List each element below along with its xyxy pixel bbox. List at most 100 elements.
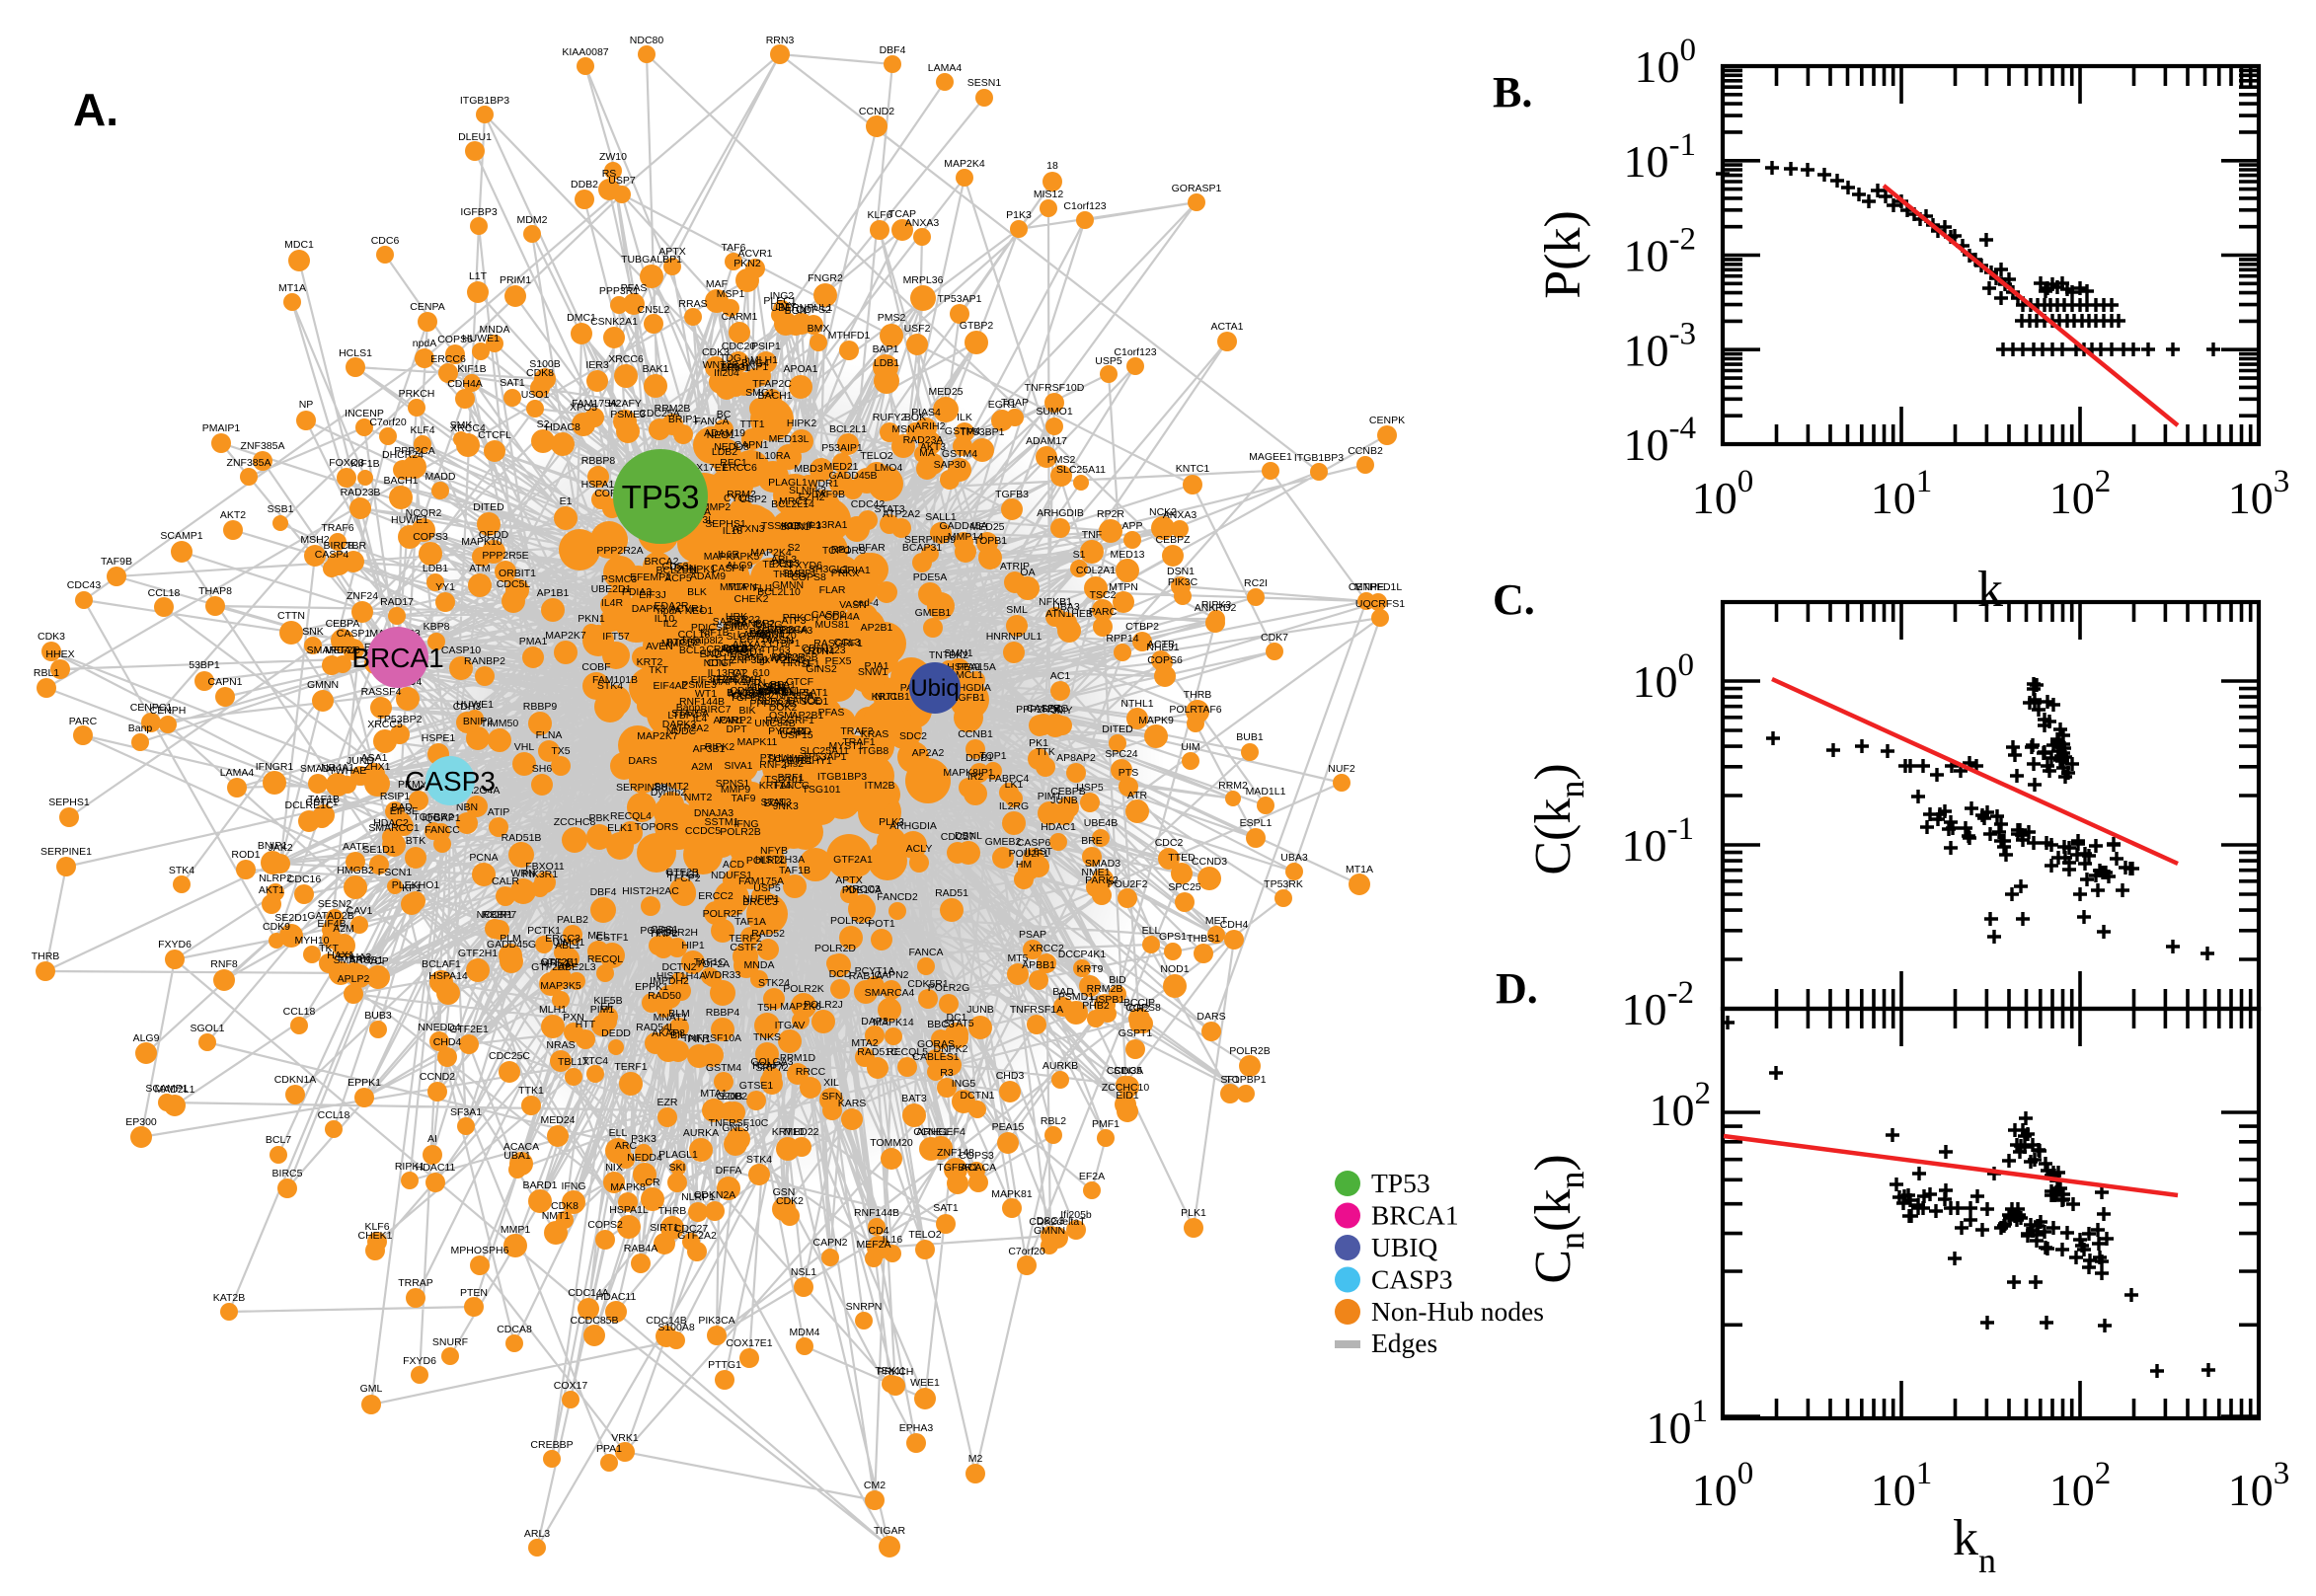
svg-text:TRIAP1: TRIAP1 bbox=[756, 625, 793, 637]
svg-text:ERCC3: ERCC3 bbox=[545, 933, 580, 945]
svg-text:KNTC1: KNTC1 bbox=[1176, 463, 1210, 475]
svg-text:PTEN: PTEN bbox=[460, 1287, 488, 1299]
svg-text:C7orf20: C7orf20 bbox=[759, 630, 797, 642]
svg-text:CRADD: CRADD bbox=[706, 644, 743, 655]
svg-text:ASA1: ASA1 bbox=[361, 752, 388, 764]
svg-text:ILK: ILK bbox=[957, 412, 972, 423]
svg-text:FANCA: FANCA bbox=[908, 947, 943, 958]
svg-text:ITGB1BP3: ITGB1BP3 bbox=[817, 771, 867, 783]
svg-text:CHD4: CHD4 bbox=[433, 1036, 462, 1048]
svg-text:IL4: IL4 bbox=[693, 713, 708, 724]
svg-text:CDK3: CDK3 bbox=[38, 631, 65, 643]
svg-text:HSPA1A: HSPA1A bbox=[581, 479, 622, 491]
svg-text:AC1: AC1 bbox=[1050, 670, 1071, 682]
svg-text:PSMC3: PSMC3 bbox=[601, 573, 637, 585]
svg-text:AP2B1: AP2B1 bbox=[792, 710, 824, 722]
svg-text:BRCC3: BRCC3 bbox=[742, 896, 778, 908]
svg-text:CCNE1: CCNE1 bbox=[913, 1126, 949, 1138]
svg-text:SEPHS1: SEPHS1 bbox=[48, 797, 90, 808]
svg-text:C1orf123: C1orf123 bbox=[1114, 346, 1156, 358]
svg-text:TAF1B: TAF1B bbox=[779, 865, 811, 876]
svg-text:CCL18: CCL18 bbox=[283, 1006, 316, 1018]
svg-text:HIPK1: HIPK1 bbox=[686, 564, 717, 575]
svg-text:PIK3CA: PIK3CA bbox=[698, 1315, 734, 1327]
svg-text:TP63: TP63 bbox=[765, 645, 790, 656]
svg-text:PARK2: PARK2 bbox=[1085, 874, 1119, 886]
svg-text:BARD1: BARD1 bbox=[522, 1179, 557, 1191]
svg-text:SHMT2: SHMT2 bbox=[654, 781, 689, 793]
svg-text:TERF1: TERF1 bbox=[614, 1061, 647, 1073]
svg-text:HIST2H2AC: HIST2H2AC bbox=[622, 885, 679, 897]
svg-text:BRCA1: BRCA1 bbox=[351, 643, 443, 673]
svg-text:UIMC1: UIMC1 bbox=[553, 937, 585, 949]
svg-text:ANXA3: ANXA3 bbox=[733, 639, 767, 650]
svg-text:BCL2L10: BCL2L10 bbox=[757, 586, 801, 598]
svg-text:PPP2R5E: PPP2R5E bbox=[482, 550, 528, 562]
svg-text:GSN: GSN bbox=[773, 1186, 796, 1198]
svg-text:GTF2A2: GTF2A2 bbox=[677, 1230, 717, 1242]
svg-text:SESN1: SESN1 bbox=[967, 77, 1002, 89]
svg-text:NSL1: NSL1 bbox=[791, 1266, 816, 1278]
svg-text:TELO2: TELO2 bbox=[860, 450, 892, 462]
svg-text:PSMD1: PSMD1 bbox=[1058, 991, 1094, 1003]
svg-text:GTSE1: GTSE1 bbox=[739, 1080, 774, 1092]
svg-text:MPHOSPH6: MPHOSPH6 bbox=[451, 1245, 509, 1256]
svg-text:SFN: SFN bbox=[822, 1091, 843, 1102]
svg-text:PHB2: PHB2 bbox=[1082, 1000, 1110, 1012]
svg-text:ATIP: ATIP bbox=[488, 806, 510, 818]
svg-text:HUWE1: HUWE1 bbox=[462, 333, 500, 344]
svg-text:TOPORS: TOPORS bbox=[822, 545, 866, 557]
svg-text:NUF2: NUF2 bbox=[1328, 763, 1355, 775]
svg-text:AP8AP2: AP8AP2 bbox=[1056, 752, 1096, 764]
svg-text:FXYD6: FXYD6 bbox=[158, 939, 192, 950]
svg-text:DPT: DPT bbox=[727, 723, 748, 735]
svg-text:COX17: COX17 bbox=[554, 1380, 588, 1392]
svg-text:APLP2: APLP2 bbox=[338, 973, 370, 985]
svg-text:GTF2A2: GTF2A2 bbox=[531, 961, 571, 973]
svg-text:GADD45B: GADD45B bbox=[828, 470, 877, 482]
svg-text:DSN1: DSN1 bbox=[1167, 566, 1195, 577]
svg-text:HDAC11: HDAC11 bbox=[747, 682, 788, 694]
svg-text:TOP2A: TOP2A bbox=[696, 958, 730, 970]
svg-text:IL13RA2: IL13RA2 bbox=[708, 667, 748, 679]
svg-text:SMK: SMK bbox=[450, 419, 473, 431]
svg-text:TGFB1: TGFB1 bbox=[952, 692, 985, 704]
svg-text:TRAF6: TRAF6 bbox=[321, 522, 353, 534]
svg-text:WDR1: WDR1 bbox=[809, 478, 839, 490]
svg-text:NFKB1: NFKB1 bbox=[1039, 596, 1072, 608]
svg-text:ACTB: ACTB bbox=[1147, 639, 1175, 650]
svg-text:RAD51C: RAD51C bbox=[857, 1046, 898, 1058]
svg-text:CDC25A: CDC25A bbox=[639, 408, 679, 419]
svg-text:ARL3: ARL3 bbox=[771, 554, 797, 566]
svg-text:CDC27: CDC27 bbox=[674, 1223, 709, 1235]
svg-text:PEA15: PEA15 bbox=[992, 1121, 1025, 1133]
svg-text:HUWE1: HUWE1 bbox=[391, 514, 428, 526]
svg-text:BCL2L11: BCL2L11 bbox=[656, 565, 698, 576]
svg-text:CENPK: CENPK bbox=[1369, 415, 1405, 426]
svg-text:TTED: TTED bbox=[1168, 852, 1196, 864]
svg-text:PPP2R2B: PPP2R2B bbox=[749, 698, 796, 710]
svg-text:COPS6: COPS6 bbox=[437, 334, 473, 345]
svg-text:MAPK9: MAPK9 bbox=[1138, 715, 1174, 726]
svg-text:TINF2: TINF2 bbox=[649, 928, 677, 940]
svg-text:RPP14: RPP14 bbox=[1106, 633, 1138, 645]
svg-text:CASP7: CASP7 bbox=[1027, 703, 1061, 715]
svg-text:TP53AP1: TP53AP1 bbox=[803, 751, 847, 763]
svg-text:TP53RK: TP53RK bbox=[1264, 878, 1303, 890]
svg-text:VASN: VASN bbox=[766, 635, 794, 646]
svg-text:HDAC8: HDAC8 bbox=[545, 421, 580, 433]
svg-text:G20B: G20B bbox=[717, 1091, 743, 1102]
svg-text:BMX: BMX bbox=[808, 323, 830, 335]
svg-text:HDAC1: HDAC1 bbox=[1041, 821, 1076, 833]
svg-text:POLR2I: POLR2I bbox=[640, 925, 676, 937]
svg-text:SMARCA2: SMARCA2 bbox=[307, 645, 357, 656]
svg-text:RAB4A: RAB4A bbox=[624, 1243, 657, 1254]
svg-text:PPA1: PPA1 bbox=[596, 1443, 622, 1455]
svg-text:GORASP1: GORASP1 bbox=[1172, 183, 1222, 194]
svg-text:ACLY: ACLY bbox=[906, 843, 933, 855]
svg-text:HCLS1: HCLS1 bbox=[339, 347, 372, 359]
svg-text:ATM: ATM bbox=[469, 563, 490, 574]
svg-text:BAD: BAD bbox=[1052, 986, 1074, 998]
svg-text:RTN4: RTN4 bbox=[808, 646, 834, 657]
svg-text:ANXA3: ANXA3 bbox=[905, 217, 940, 229]
